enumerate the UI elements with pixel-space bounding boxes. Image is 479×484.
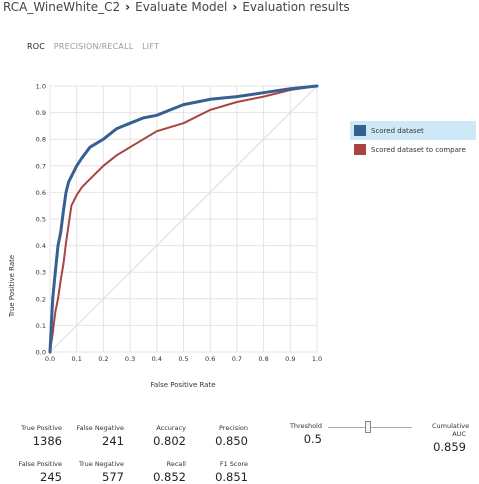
legend-label-scored-dataset: Scored dataset — [371, 126, 424, 135]
metric-value: 1386 — [32, 434, 62, 448]
metric-value: 0.852 — [153, 470, 186, 484]
y-tick-label: 0.9 — [36, 109, 46, 117]
x-tick-label: 0.0 — [45, 355, 55, 363]
chart-lines — [48, 84, 319, 354]
x-tick-label: 0.1 — [72, 355, 82, 363]
x-tick-label: 0.9 — [285, 355, 295, 363]
x-tick-label: 0.2 — [98, 355, 108, 363]
metric-label: Recall — [166, 460, 186, 468]
tab-lift[interactable]: LIFT — [142, 42, 160, 51]
tab-precision-recall[interactable]: PRECISION/RECALL — [53, 42, 134, 51]
chart-tabs: ROC PRECISION/RECALL LIFT — [27, 42, 165, 51]
metric-label: Accuracy — [156, 424, 186, 432]
metric-value: 0.851 — [215, 470, 248, 484]
metric-label: True Negative — [78, 460, 124, 468]
threshold-label: Threshold — [289, 422, 322, 430]
cumulative-auc-value: 0.859 — [433, 440, 466, 454]
threshold-value: 0.5 — [303, 432, 322, 446]
metric-value: 241 — [102, 434, 124, 448]
x-tick-label: 0.4 — [152, 355, 162, 363]
y-tick-label: 0.1 — [36, 322, 46, 330]
metric-f1-score: F1 Score 0.851 — [204, 460, 248, 484]
x-tick-label: 1.0 — [312, 355, 322, 363]
series-line-scored-dataset — [48, 84, 319, 354]
metric-value: 0.802 — [153, 434, 186, 448]
metric-false-positive: False Positive 245 — [10, 460, 62, 484]
threshold-readout: Threshold 0.5 — [276, 422, 322, 446]
breadcrumb-separator-icon: › — [125, 0, 131, 14]
y-tick-label: 0.7 — [36, 162, 46, 170]
reference-line — [49, 85, 318, 353]
breadcrumb-item-module[interactable]: Evaluate Model — [135, 0, 228, 14]
metric-value: 0.850 — [215, 434, 248, 448]
y-tick-label: 1.0 — [36, 83, 46, 91]
threshold-slider-handle[interactable] — [365, 421, 371, 433]
metric-true-negative: True Negative 577 — [70, 460, 124, 484]
legend-swatch-scored-dataset — [354, 125, 366, 136]
metric-precision: Precision 0.850 — [204, 424, 248, 448]
metric-recall: Recall 0.852 — [140, 460, 186, 484]
metric-label: Precision — [218, 424, 248, 432]
x-tick-label: 0.6 — [205, 355, 215, 363]
x-tick-label: 0.3 — [125, 355, 135, 363]
series-line-scored-dataset-compare — [49, 85, 318, 353]
y-tick-label: 0.5 — [36, 216, 46, 224]
metric-accuracy: Accuracy 0.802 — [140, 424, 186, 448]
legend-label-scored-dataset-compare: Scored dataset to compare — [371, 145, 466, 154]
legend: Scored dataset Scored dataset to compare — [350, 121, 476, 159]
x-axis-label: False Positive Rate — [150, 381, 215, 389]
metric-label: False Positive — [18, 460, 62, 468]
cumulative-auc-label: Cumulative AUC — [432, 422, 470, 438]
legend-swatch-scored-dataset-compare — [354, 144, 366, 155]
y-tick-label: 0.8 — [36, 136, 46, 144]
x-tick-label: 0.7 — [232, 355, 242, 363]
x-tick-label: 0.8 — [258, 355, 268, 363]
breadcrumb: RCA_WineWhite_C2 › Evaluate Model › Evaluati… — [3, 0, 473, 16]
metric-label: False Negative — [76, 424, 124, 432]
y-tick-label: 0.2 — [36, 295, 46, 303]
metric-value: 245 — [40, 470, 62, 484]
breadcrumb-item-experiment[interactable]: RCA_WineWhite_C2 — [3, 0, 121, 14]
metric-true-positive: True Positive 1386 — [14, 424, 62, 448]
metric-label: F1 Score — [219, 460, 248, 468]
breadcrumb-item-current: Evaluation results — [242, 0, 350, 14]
roc-chart: 0.0 0.1 0.2 0.3 0.4 0.5 0.6 0.7 0.8 0.9 1.0 0.0 0.1 0… — [8, 83, 323, 390]
threshold-slider[interactable] — [328, 420, 412, 436]
metric-false-negative: False Negative 241 — [70, 424, 124, 448]
breadcrumb-separator-icon: › — [232, 0, 238, 14]
legend-item-scored-dataset-compare[interactable]: Scored dataset to compare — [350, 140, 476, 159]
x-tick-label: 0.5 — [178, 355, 188, 363]
y-axis-label: True Positive Rate — [8, 255, 16, 318]
y-tick-label: 0.3 — [36, 269, 46, 277]
tab-roc[interactable]: ROC — [27, 42, 46, 51]
metric-value: 577 — [102, 470, 124, 484]
chart-ticks: 0.0 0.1 0.2 0.3 0.4 0.5 0.6 0.7 0.8 0.9 1.0 0.0 0.1 0… — [36, 83, 323, 364]
y-tick-label: 0.4 — [36, 242, 46, 250]
metric-label: True Positive — [21, 424, 62, 432]
y-tick-label: 0.0 — [36, 349, 46, 357]
cumulative-auc: Cumulative AUC 0.859 — [418, 422, 470, 454]
y-tick-label: 0.6 — [36, 189, 46, 197]
legend-item-scored-dataset[interactable]: Scored dataset — [350, 121, 476, 140]
